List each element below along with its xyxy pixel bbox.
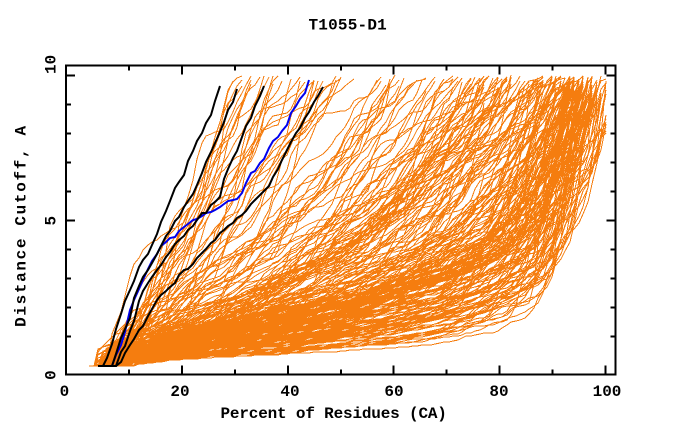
svg-text:40: 40	[280, 383, 299, 401]
svg-text:Percent of Residues (CA): Percent of Residues (CA)	[221, 405, 447, 423]
svg-text:5: 5	[42, 216, 60, 226]
svg-text:0: 0	[42, 370, 60, 380]
svg-text:10: 10	[42, 55, 60, 74]
svg-text:80: 80	[489, 383, 508, 401]
svg-text:20: 20	[170, 383, 189, 401]
svg-text:0: 0	[60, 383, 70, 401]
svg-text:Distance Cutoff, A: Distance Cutoff, A	[13, 126, 31, 327]
svg-text:100: 100	[593, 383, 622, 401]
svg-text:T1055-D1: T1055-D1	[308, 17, 386, 35]
svg-text:60: 60	[384, 383, 403, 401]
